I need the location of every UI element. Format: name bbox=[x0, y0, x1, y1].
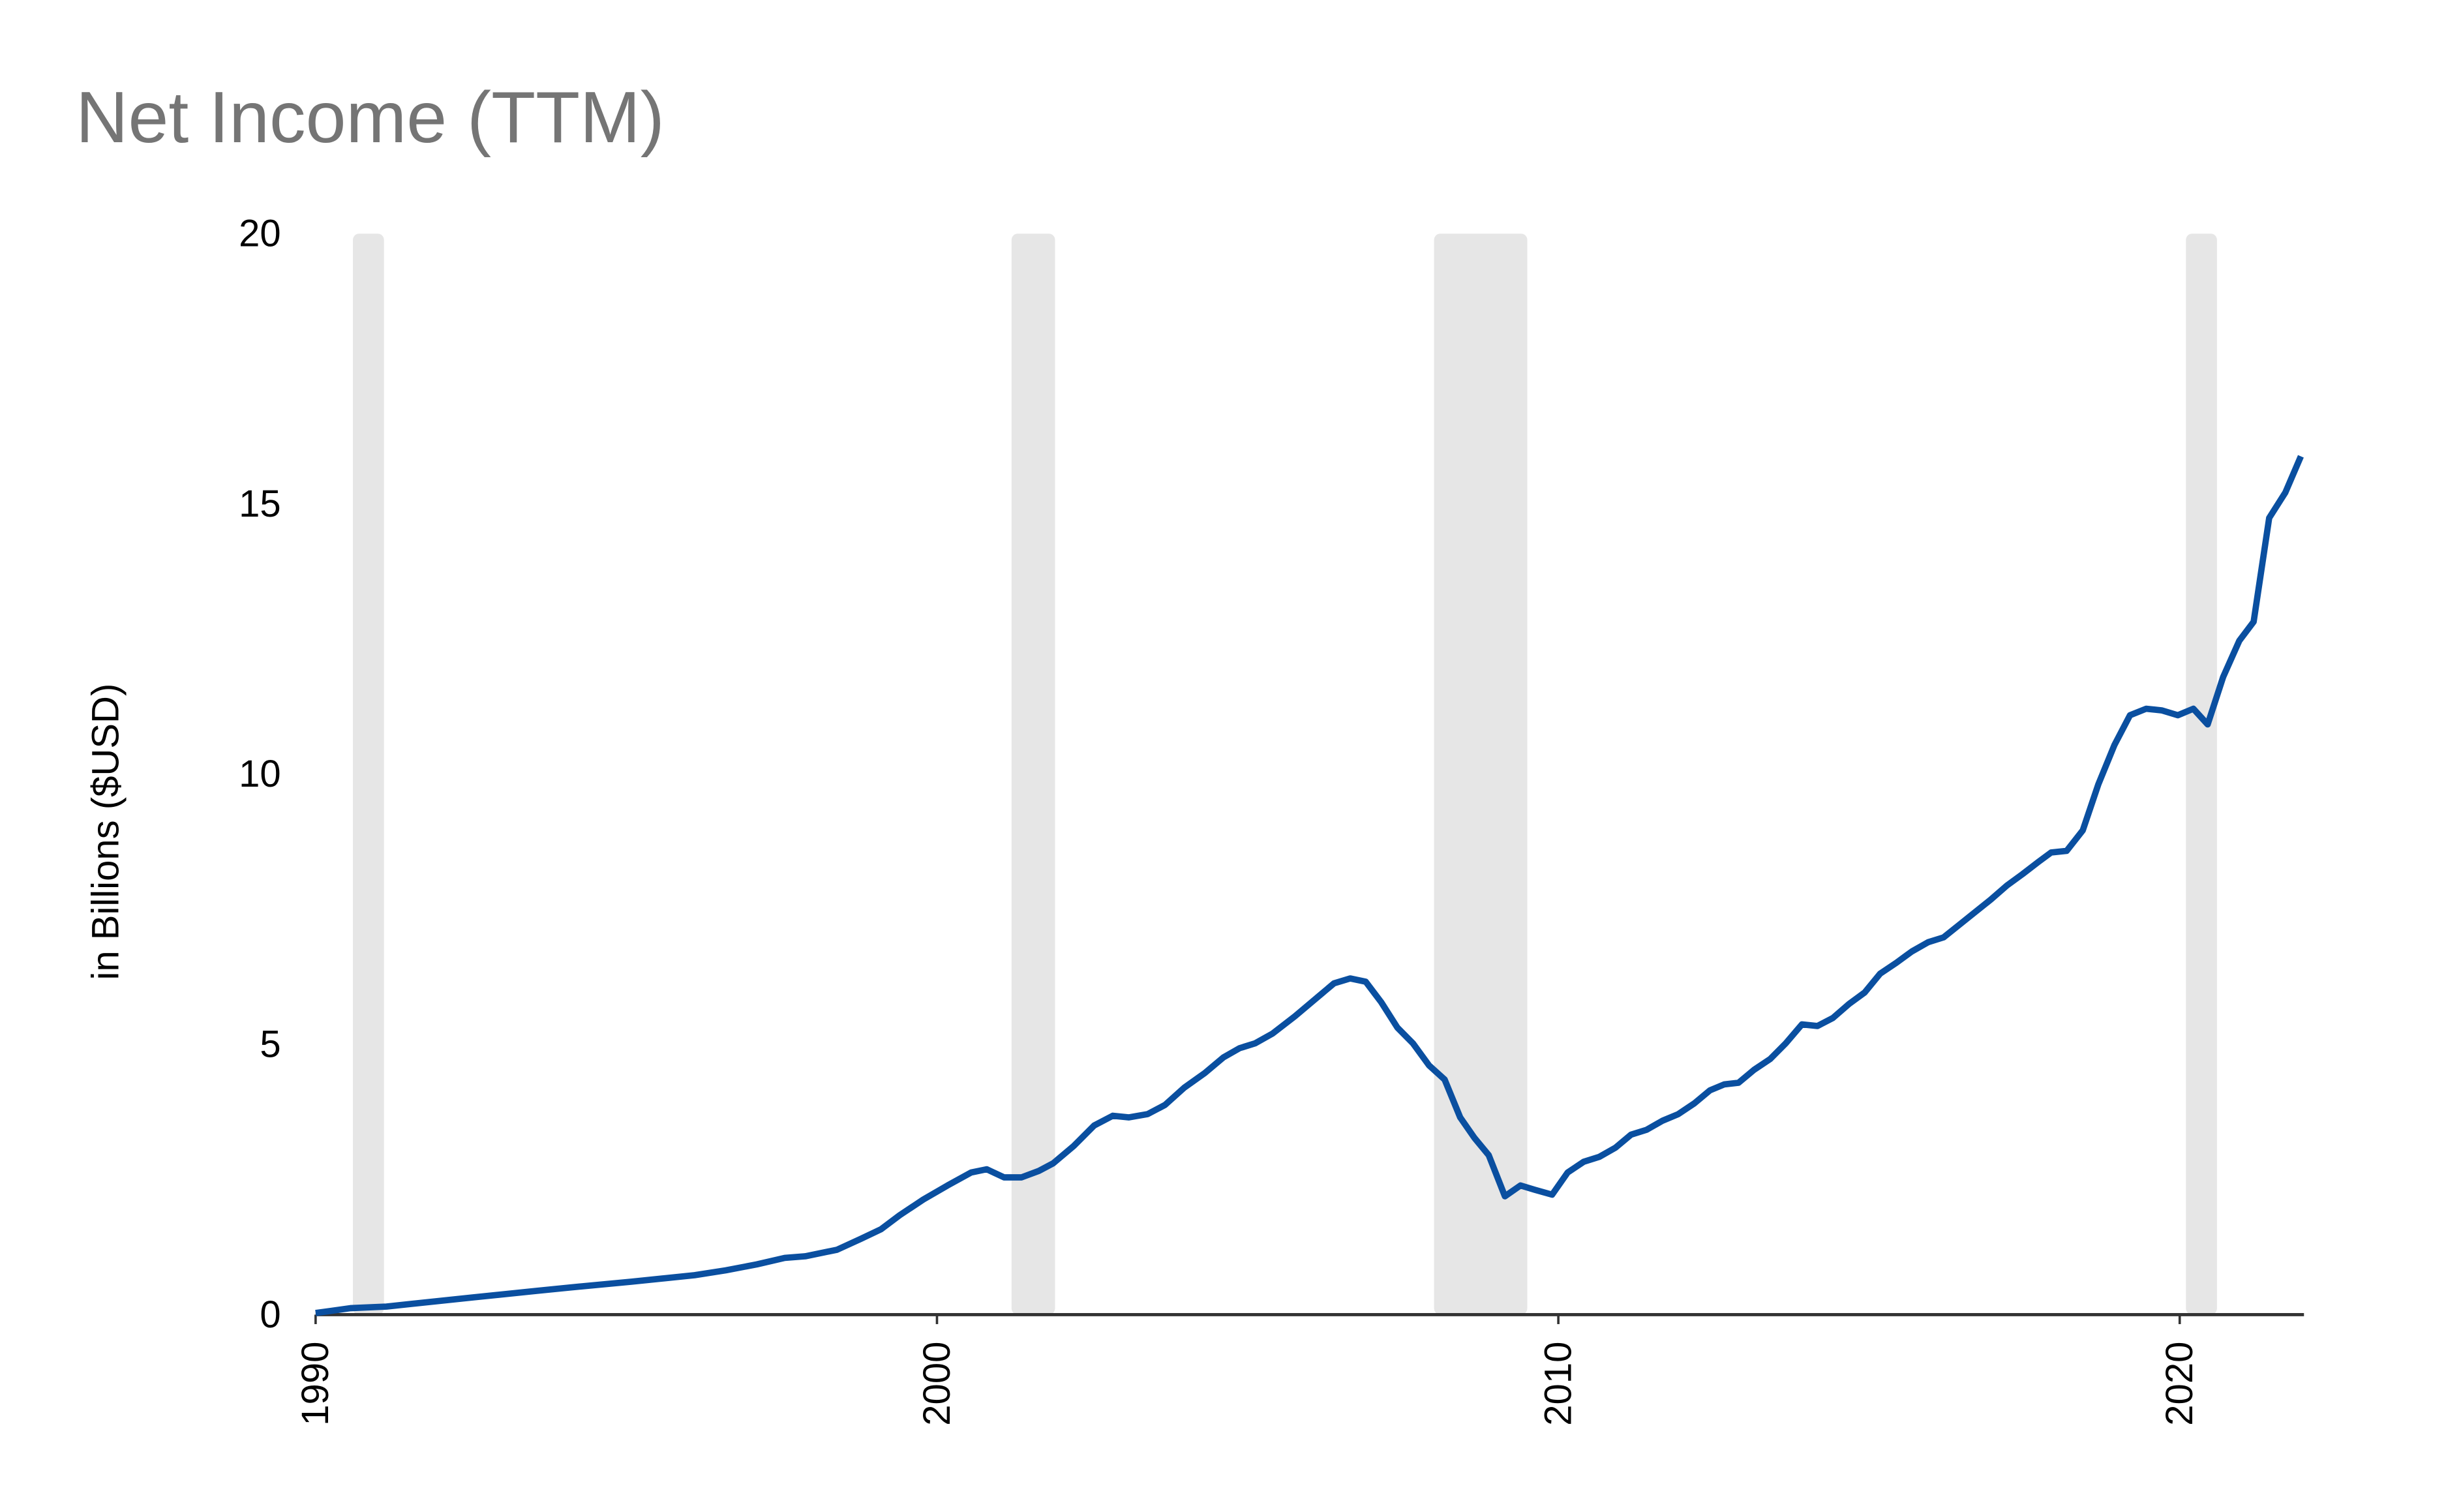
y-axis-label: in Billions ($USD) bbox=[84, 684, 127, 980]
x-tick-label: 2000 bbox=[916, 1342, 958, 1426]
chart-title: Net Income (TTM) bbox=[76, 76, 665, 158]
recession-band bbox=[1011, 234, 1055, 1315]
recession-band bbox=[353, 234, 384, 1315]
x-tick-label: 1990 bbox=[294, 1342, 337, 1426]
line-series bbox=[315, 455, 2304, 1316]
x-tick-label: 2020 bbox=[2158, 1342, 2201, 1426]
y-tick-label: 10 bbox=[239, 753, 281, 795]
x-tick-label: 2010 bbox=[1537, 1342, 1579, 1426]
y-tick-label: 5 bbox=[260, 1023, 280, 1065]
y-tick-label: 0 bbox=[260, 1293, 280, 1336]
y-tick-label: 20 bbox=[239, 213, 281, 255]
recession-band bbox=[1434, 234, 1528, 1315]
y-tick-label: 15 bbox=[239, 483, 281, 525]
recession-band bbox=[2186, 234, 2217, 1315]
